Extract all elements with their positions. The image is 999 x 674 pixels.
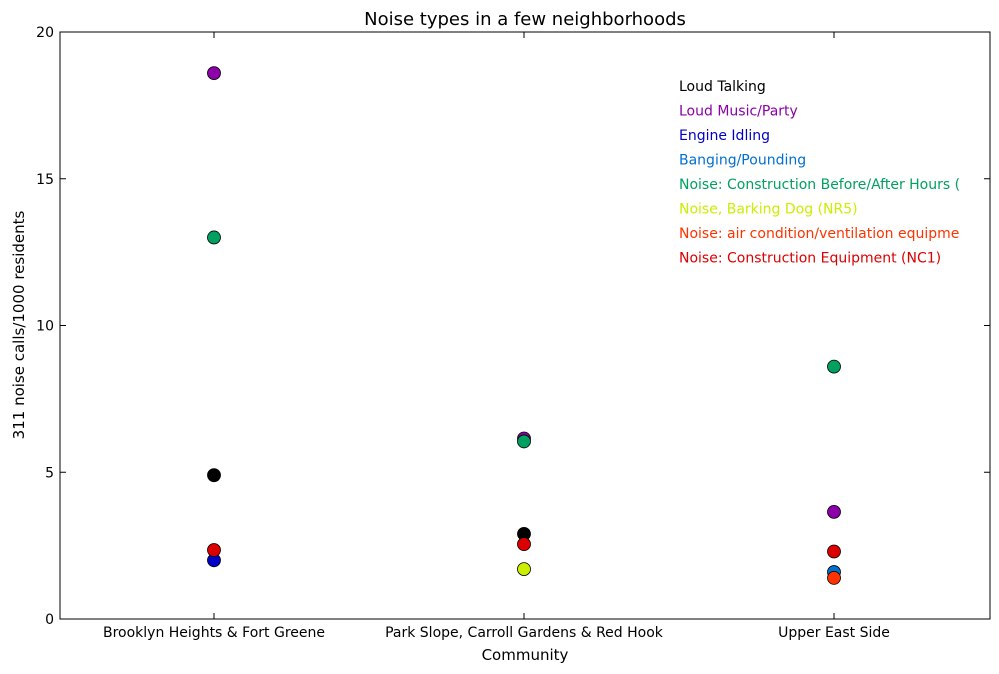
data-point [517,562,531,577]
y-tick-label: 0 [45,612,54,628]
y-tick-label: 5 [45,465,54,481]
data-point [827,544,841,559]
chart-title: Noise types in a few neighborhoods [364,9,686,30]
y-tick-label: 15 [36,172,54,188]
legend-entry: Noise: air condition/ventilation equipme [679,226,959,242]
legend-entry: Noise, Barking Dog (NR5) [679,202,858,218]
data-point [517,434,531,449]
x-axis: Brooklyn Heights & Fort Greene Park Slope… [103,32,890,641]
data-points [207,66,841,585]
data-point [827,504,841,519]
data-point [207,66,221,80]
x-tick-label: Park Slope, Carroll Gardens & Red Hook [385,625,664,641]
data-point [207,543,221,557]
y-tick-label: 20 [36,25,54,41]
data-point [517,537,531,552]
data-point [207,230,221,245]
legend-entry: Loud Talking [679,79,766,95]
data-point [827,571,841,585]
y-axis-label: 311 noise calls/1000 residents [10,210,28,439]
y-tick-label: 10 [36,319,54,335]
legend-entry: Noise: Construction Before/After Hours ( [679,177,960,193]
legend-entry: Loud Music/Party [679,104,798,120]
x-tick-label: Upper East Side [778,625,890,641]
data-point [207,468,221,483]
legend-entry: Engine Idling [679,128,770,144]
legend: Loud Talking Loud Music/Party Engine Idlin… [679,79,960,267]
y-axis: 0 5 10 15 20 [36,25,990,628]
x-axis-label: Community [482,646,569,664]
x-tick-label: Brooklyn Heights & Fort Greene [103,625,325,641]
legend-entry: Banging/Pounding [679,153,806,169]
data-point [827,359,841,374]
legend-entry: Noise: Construction Equipment (NC1) [679,251,941,267]
